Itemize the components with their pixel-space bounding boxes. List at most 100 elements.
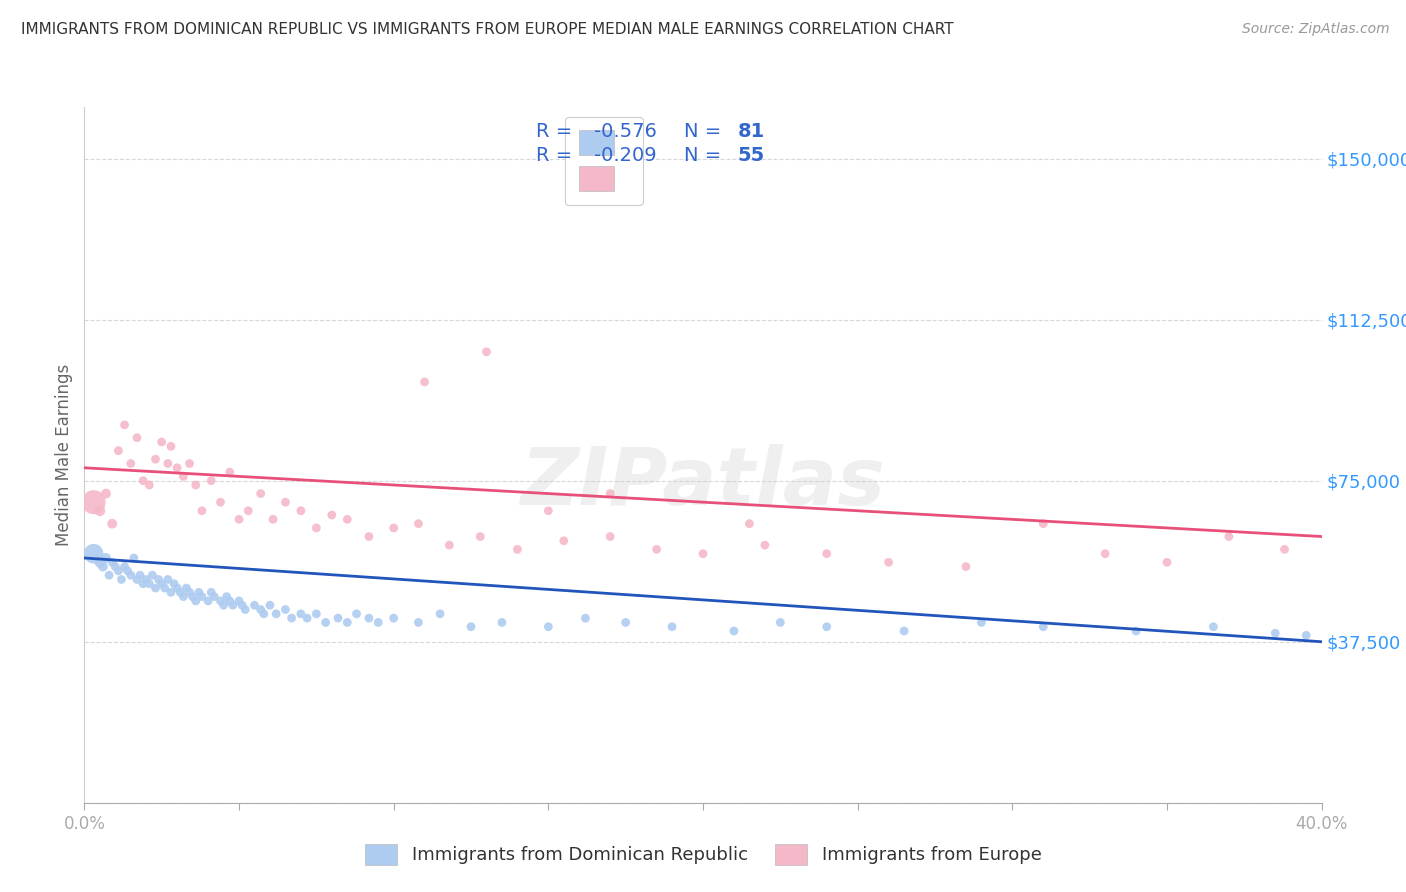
Legend: Immigrants from Dominican Republic, Immigrants from Europe: Immigrants from Dominican Republic, Immi…: [356, 835, 1050, 874]
Point: [491, 615, 513, 630]
Point: [599, 486, 621, 500]
Point: [305, 521, 328, 535]
Text: 55: 55: [738, 146, 765, 165]
Text: R =: R =: [536, 146, 578, 165]
Point: [163, 576, 186, 591]
Point: [156, 573, 179, 587]
Point: [470, 529, 492, 543]
Point: [179, 585, 201, 599]
Point: [114, 417, 136, 432]
Point: [815, 547, 838, 561]
Text: N =: N =: [685, 146, 728, 165]
Point: [970, 615, 993, 630]
Point: [184, 478, 207, 492]
Point: [107, 564, 129, 578]
Point: [138, 576, 160, 591]
Point: [176, 581, 198, 595]
Point: [754, 538, 776, 552]
Point: [197, 594, 219, 608]
Point: [1094, 547, 1116, 561]
Point: [145, 452, 167, 467]
Point: [408, 516, 430, 531]
Point: [238, 504, 260, 518]
Point: [321, 508, 343, 522]
Point: [614, 615, 637, 630]
Point: [150, 435, 173, 450]
Point: [138, 478, 160, 492]
Point: [955, 559, 977, 574]
Point: [145, 581, 167, 595]
Point: [259, 599, 281, 613]
Point: [262, 512, 284, 526]
Point: [228, 594, 250, 608]
Point: [179, 457, 201, 471]
Point: [1264, 626, 1286, 640]
Point: [200, 585, 222, 599]
Point: [274, 602, 297, 616]
Point: [148, 573, 170, 587]
Point: [599, 529, 621, 543]
Point: [132, 576, 155, 591]
Point: [91, 559, 114, 574]
Point: [357, 529, 380, 543]
Point: [120, 457, 142, 471]
Point: [413, 375, 436, 389]
Point: [89, 555, 111, 569]
Point: [738, 516, 761, 531]
Point: [1218, 529, 1240, 543]
Text: IMMIGRANTS FROM DOMINICAN REPUBLIC VS IMMIGRANTS FROM EUROPE MEDIAN MALE EARNING: IMMIGRANTS FROM DOMINICAN REPUBLIC VS IM…: [21, 22, 953, 37]
Point: [125, 431, 148, 445]
Point: [274, 495, 297, 509]
Point: [160, 439, 183, 453]
Point: [243, 599, 266, 613]
Point: [877, 555, 900, 569]
Point: [408, 615, 430, 630]
Point: [295, 611, 318, 625]
Point: [661, 620, 683, 634]
Point: [187, 585, 209, 599]
Point: [1125, 624, 1147, 638]
Point: [460, 620, 482, 634]
Point: [1274, 542, 1296, 557]
Point: [156, 457, 179, 471]
Point: [160, 585, 183, 599]
Point: [357, 611, 380, 625]
Text: N =: N =: [685, 122, 728, 141]
Point: [553, 533, 575, 548]
Point: [122, 551, 145, 566]
Point: [346, 607, 368, 621]
Point: [326, 611, 349, 625]
Point: [645, 542, 668, 557]
Point: [893, 624, 915, 638]
Point: [336, 512, 359, 526]
Point: [104, 559, 127, 574]
Point: [150, 576, 173, 591]
Point: [129, 568, 152, 582]
Point: [125, 573, 148, 587]
Point: [253, 607, 276, 621]
Point: [264, 607, 287, 621]
Point: [475, 344, 498, 359]
Point: [200, 474, 222, 488]
Point: [191, 504, 214, 518]
Point: [166, 460, 188, 475]
Point: [120, 568, 142, 582]
Point: [1032, 516, 1054, 531]
Point: [290, 504, 312, 518]
Point: [249, 486, 271, 500]
Point: [723, 624, 745, 638]
Point: [367, 615, 389, 630]
Point: [1202, 620, 1225, 634]
Point: [209, 594, 232, 608]
Text: ZIPatlas: ZIPatlas: [520, 443, 886, 522]
Text: Source: ZipAtlas.com: Source: ZipAtlas.com: [1241, 22, 1389, 37]
Point: [141, 568, 163, 582]
Point: [574, 611, 596, 625]
Point: [101, 516, 124, 531]
Point: [202, 590, 225, 604]
Point: [280, 611, 302, 625]
Point: [132, 474, 155, 488]
Point: [222, 599, 245, 613]
Point: [191, 590, 214, 604]
Point: [429, 607, 451, 621]
